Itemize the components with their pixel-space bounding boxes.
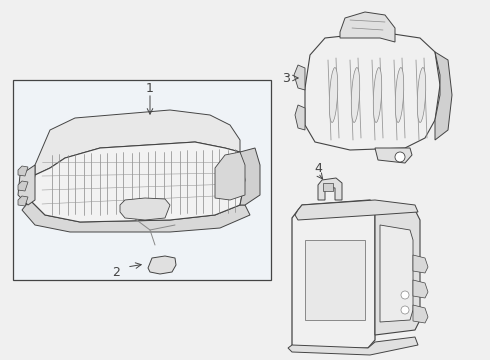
Polygon shape: [413, 280, 428, 298]
Polygon shape: [18, 181, 28, 191]
Polygon shape: [288, 337, 418, 355]
Polygon shape: [35, 110, 240, 175]
Bar: [323, 183, 333, 191]
Ellipse shape: [417, 68, 426, 122]
Polygon shape: [305, 32, 440, 150]
Polygon shape: [295, 105, 305, 130]
Bar: [13, 80, 271, 280]
Polygon shape: [292, 200, 375, 350]
Circle shape: [401, 306, 409, 314]
Polygon shape: [22, 200, 250, 232]
Polygon shape: [413, 305, 428, 323]
Bar: [305, 240, 365, 320]
Text: 3: 3: [282, 72, 290, 85]
Polygon shape: [18, 166, 28, 176]
Ellipse shape: [329, 68, 338, 122]
Ellipse shape: [373, 68, 382, 122]
Polygon shape: [120, 198, 170, 220]
Polygon shape: [318, 178, 342, 200]
Polygon shape: [340, 12, 395, 42]
Polygon shape: [413, 255, 428, 273]
Text: 1: 1: [146, 81, 154, 95]
Ellipse shape: [395, 68, 404, 122]
Circle shape: [401, 291, 409, 299]
Polygon shape: [240, 148, 260, 205]
Polygon shape: [295, 200, 418, 220]
Polygon shape: [18, 165, 35, 205]
Polygon shape: [215, 152, 245, 200]
Polygon shape: [30, 142, 245, 222]
Polygon shape: [435, 52, 452, 140]
Polygon shape: [375, 205, 420, 335]
Polygon shape: [380, 225, 413, 322]
Polygon shape: [294, 65, 305, 90]
Text: 4: 4: [314, 162, 322, 175]
Text: 2: 2: [112, 266, 120, 279]
Polygon shape: [148, 256, 176, 274]
Circle shape: [395, 152, 405, 162]
Ellipse shape: [351, 68, 360, 122]
Polygon shape: [375, 148, 412, 163]
Polygon shape: [18, 196, 28, 206]
